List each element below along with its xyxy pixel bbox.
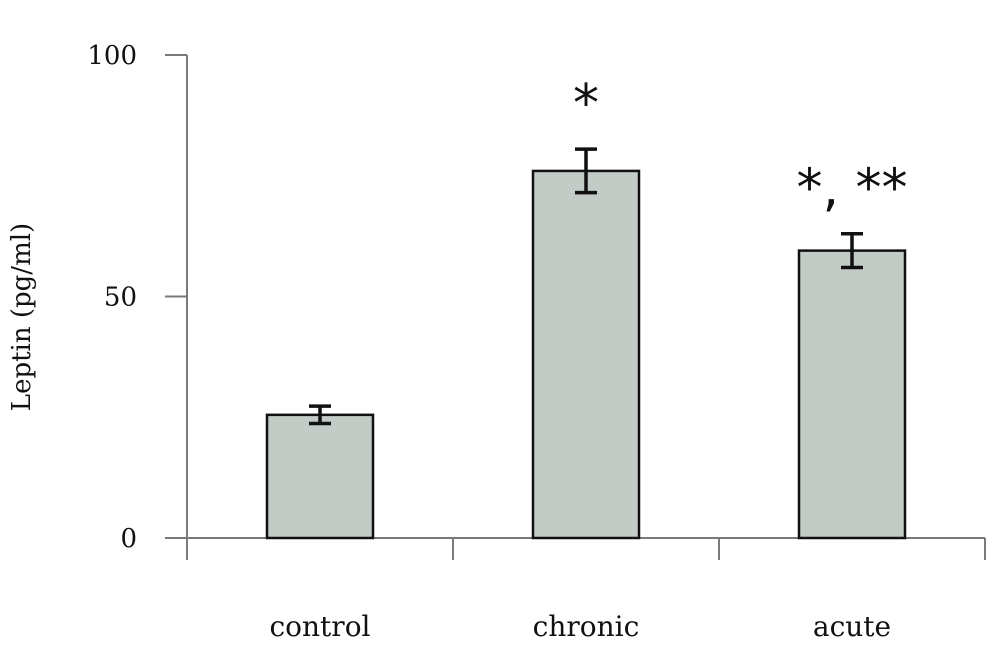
bar-acute bbox=[797, 249, 907, 540]
bar-chronic bbox=[531, 169, 641, 540]
error-bar-chronic bbox=[575, 147, 597, 195]
bar-control bbox=[265, 413, 375, 540]
bar-group bbox=[265, 169, 907, 540]
annotation-group: * *, ** bbox=[573, 74, 908, 219]
y-tick-label: 50 bbox=[104, 283, 137, 313]
tick-group: 0 50 100 bbox=[87, 41, 986, 560]
significance-label-acute: *, ** bbox=[796, 159, 907, 219]
category-label-control: control bbox=[269, 610, 370, 643]
category-label-group: control chronic acute bbox=[269, 610, 891, 643]
error-bar-control bbox=[309, 404, 331, 426]
y-axis-title: Leptin (pg/ml) bbox=[7, 223, 37, 411]
error-bar-group bbox=[309, 147, 863, 426]
significance-label-chronic: * bbox=[573, 74, 599, 134]
category-label-acute: acute bbox=[813, 610, 891, 643]
error-bar-acute bbox=[841, 231, 863, 270]
category-label-chronic: chronic bbox=[533, 610, 640, 643]
y-tick-label: 100 bbox=[87, 41, 137, 71]
y-tick-label: 0 bbox=[120, 524, 137, 554]
